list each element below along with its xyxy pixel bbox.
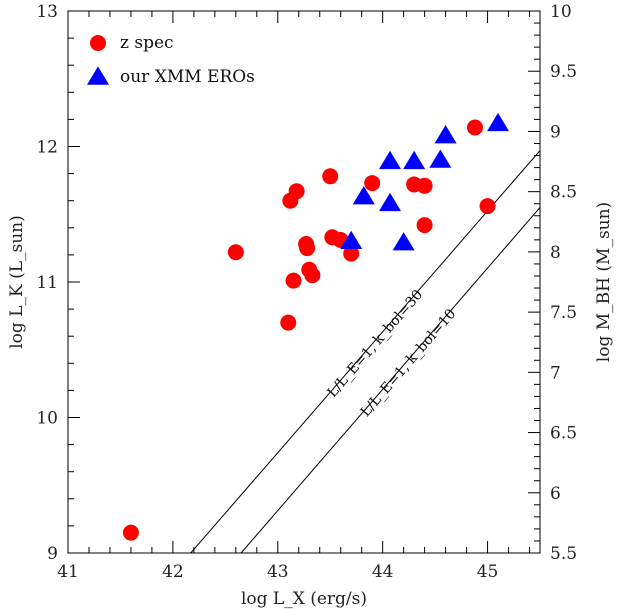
- data-point-xmm-ero: [392, 232, 415, 251]
- legend-marker-xmm-eros: [87, 66, 109, 85]
- data-point-z-spec: [288, 183, 305, 200]
- data-point-z-spec: [299, 240, 316, 257]
- y2-tick-label: 9.5: [550, 62, 577, 82]
- data-point-xmm-ero: [352, 186, 375, 205]
- data-point-xmm-ero: [429, 149, 452, 168]
- data-point-z-spec: [416, 217, 433, 234]
- data-point-xmm-ero: [434, 125, 457, 144]
- x-tick-label: 41: [57, 562, 79, 582]
- y-tick-label: 13: [36, 2, 58, 22]
- relation-label-1: L/L_E=1, k_bol=30: [324, 287, 426, 401]
- plot-frame: [67, 10, 541, 554]
- y-tick-label: 11: [36, 273, 58, 293]
- y2-tick-label: 5.5: [550, 544, 577, 564]
- y2-tick-label: 9: [550, 122, 561, 142]
- y2-tick-label: 6.5: [550, 424, 577, 444]
- data-point-z-spec: [479, 198, 496, 215]
- data-point-xmm-ero: [340, 230, 363, 250]
- data-point-z-spec: [304, 267, 321, 284]
- relation-label-2: L/L_E=1, k_bol=10: [358, 306, 460, 420]
- data-point-z-spec: [227, 244, 244, 261]
- legend: z spec our XMM EROs: [87, 33, 255, 87]
- y2-tick-label: 8.5: [550, 183, 577, 203]
- data-point-z-spec: [364, 175, 381, 192]
- y-tick-label: 10: [36, 409, 58, 429]
- y2-tick-label: 6: [550, 484, 561, 504]
- relation-line-1: [190, 150, 540, 553]
- chart-axes: 41 42 43 44 45 9 10 11 12 13 5.5 6 6.5 7 7.5 8 8.5 9 9.5 10: [36, 2, 577, 582]
- legend-label-z-spec: z spec: [120, 33, 174, 53]
- data-point-xmm-ero: [379, 150, 402, 170]
- x-tick-label: 45: [477, 562, 499, 582]
- x-axis-title: log L_X (erg/s): [241, 589, 367, 609]
- relation-line-2: [240, 207, 540, 553]
- x-tick-label: 42: [162, 562, 184, 582]
- y2-tick-label: 8: [550, 243, 561, 263]
- y2-tick-label: 7: [550, 363, 561, 383]
- data-point-z-spec: [280, 314, 297, 331]
- legend-label-xmm-eros: our XMM EROs: [120, 67, 255, 87]
- data-point-z-spec: [285, 272, 302, 289]
- y2-tick-label: 10: [550, 2, 572, 22]
- relation-lines: [190, 150, 540, 553]
- data-point-z-spec: [322, 168, 339, 185]
- data-point-xmm-ero: [379, 192, 402, 212]
- data-point-z-spec: [416, 177, 433, 194]
- x-tick-label: 44: [372, 562, 394, 582]
- data-points: [122, 112, 510, 541]
- data-point-xmm-ero: [403, 150, 426, 170]
- y2-tick-label: 7.5: [550, 303, 577, 323]
- y-tick-label: 12: [36, 138, 58, 158]
- data-point-z-spec: [343, 245, 360, 262]
- y2-axis-title: log M_BH (M_sun): [594, 202, 614, 362]
- data-point-xmm-ero: [487, 112, 510, 132]
- y-axis-title: log L_K (L_sun): [7, 215, 27, 349]
- x-tick-label: 43: [267, 562, 289, 582]
- y-tick-label: 9: [47, 544, 58, 564]
- legend-marker-z-spec: [90, 35, 106, 51]
- data-point-z-spec: [122, 524, 139, 541]
- data-point-z-spec: [466, 119, 483, 136]
